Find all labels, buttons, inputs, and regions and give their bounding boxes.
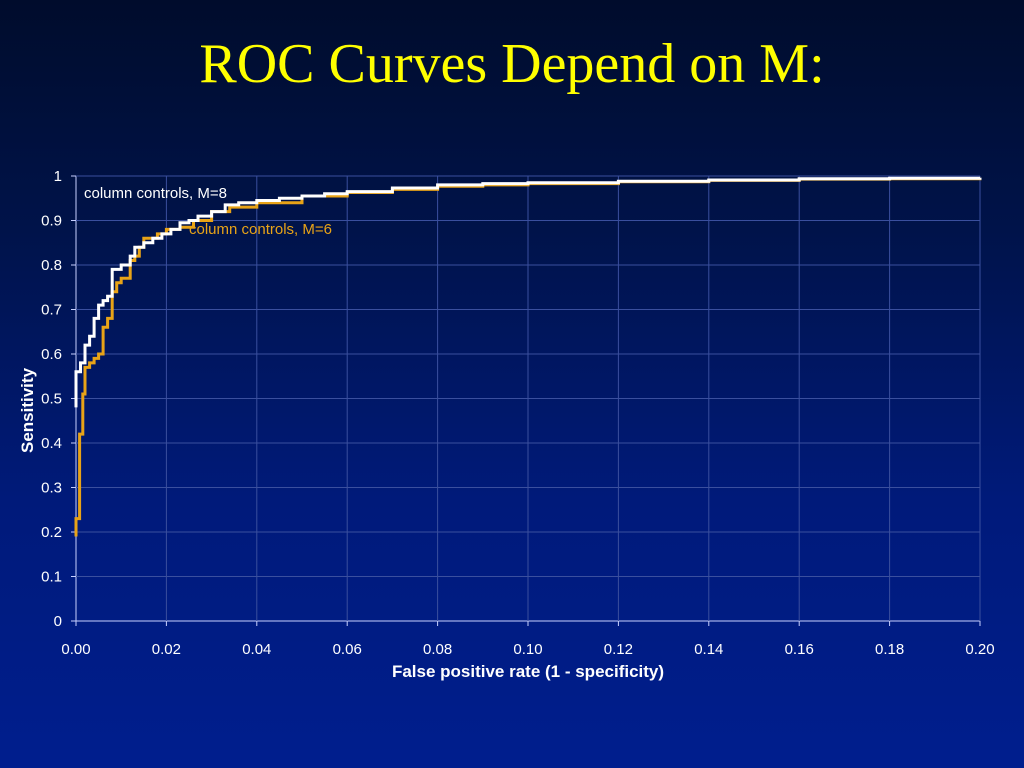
x-tick-label: 0.12 [604,641,633,658]
y-tick-label: 0.2 [41,524,62,541]
x-axis-title: False positive rate (1 - specificity) [392,662,664,681]
x-tick-label: 0.20 [965,641,994,658]
series-label-m6: column controls, M=6 [189,221,332,238]
y-tick-label: 0 [54,613,62,630]
x-tick-label: 0.06 [333,641,362,658]
x-tick-label: 0.14 [694,641,723,658]
y-tick-label: 0.9 [41,213,62,230]
y-axis-title: Sensitivity [18,367,37,453]
x-tick-label: 0.16 [785,641,814,658]
y-tick-label: 0.4 [41,435,62,452]
x-tick-label: 0.00 [61,641,90,658]
y-tick-label: 0.3 [41,480,62,497]
y-tick-label: 0.5 [41,391,62,408]
series-label-m8: column controls, M=8 [84,185,227,202]
y-tick-label: 0.6 [41,346,62,363]
x-tick-label: 0.04 [242,641,271,658]
y-tick-label: 0.7 [41,302,62,319]
x-tick-label: 0.10 [513,641,542,658]
series-line-m8 [74,176,982,408]
y-axis-ticks: 0 0.1 0.2 0.3 0.4 0.5 0.6 0.7 0.8 0.9 1 [41,168,76,630]
y-tick-label: 0.1 [41,569,62,586]
series-layer [74,176,982,537]
y-tick-label: 0.8 [41,257,62,274]
series-labels: column controls, M=8 column controls, M=6 [84,185,332,238]
gridlines [76,175,981,621]
x-axis-ticks: 0.00 0.02 0.04 0.06 0.08 0.10 0.12 0.14 0.16 0.18… [61,621,995,658]
y-tick-label: 1 [54,168,62,185]
x-tick-label: 0.18 [875,641,904,658]
slide-title: ROC Curves Depend on M: [199,33,825,95]
x-tick-label: 0.02 [152,641,181,658]
x-tick-label: 0.08 [423,641,452,658]
